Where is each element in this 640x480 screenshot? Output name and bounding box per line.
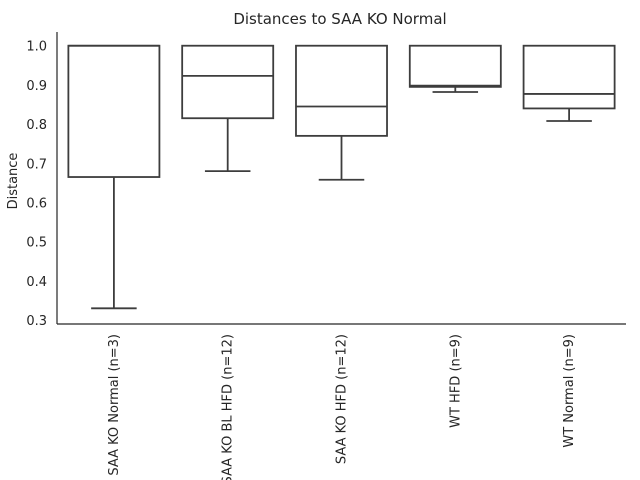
box-1: [67, 44, 161, 178]
y-tick-label: 0.5: [26, 236, 47, 251]
y-tick-label: 0.4: [26, 275, 47, 290]
x-tick-label: WT Normal (n=9): [562, 334, 577, 448]
x-tick-label: SAA KO BL HFD (n=12): [221, 334, 236, 480]
plot-area: 0.3 0.4 0.5 0.6 0.7 0.8 0.9 1.0 SAA KO Normal (n…: [26, 32, 626, 480]
x-tick-label: SAA KO HFD (n=12): [335, 334, 350, 464]
box-3: [295, 44, 388, 137]
y-tick-label: 0.9: [26, 79, 47, 94]
y-axis-label: Distance: [6, 153, 21, 210]
box-5: [522, 44, 616, 110]
y-tick-label: 0.7: [26, 157, 47, 172]
box-4: [408, 44, 502, 88]
chart-title: Distances to SAA KO Normal: [233, 10, 446, 28]
x-tick-label: SAA KO Normal (n=3): [107, 334, 122, 476]
box-2: [181, 44, 275, 120]
y-tick-label: 0.8: [26, 118, 47, 133]
y-tick-label: 0.3: [26, 314, 47, 329]
x-tick-label: WT HFD (n=9): [448, 334, 463, 428]
y-tick-label: 0.6: [26, 196, 47, 211]
y-tick-label: 1.0: [26, 40, 47, 55]
